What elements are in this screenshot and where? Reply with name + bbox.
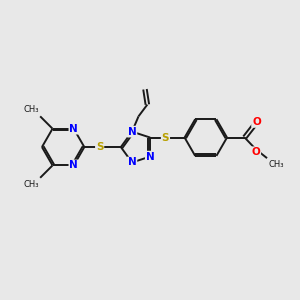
Text: N: N <box>146 152 154 162</box>
Text: S: S <box>96 142 103 152</box>
Text: O: O <box>251 147 260 157</box>
Text: CH₃: CH₃ <box>23 105 39 114</box>
Text: CH₃: CH₃ <box>23 180 39 189</box>
Text: O: O <box>252 117 261 127</box>
Text: CH₃: CH₃ <box>268 160 284 169</box>
Text: N: N <box>128 158 136 167</box>
Text: N: N <box>69 124 78 134</box>
Text: S: S <box>162 133 169 142</box>
Text: N: N <box>128 127 136 137</box>
Text: N: N <box>69 160 78 170</box>
